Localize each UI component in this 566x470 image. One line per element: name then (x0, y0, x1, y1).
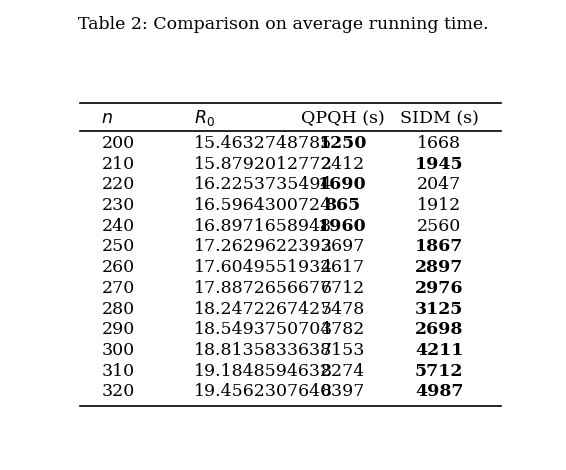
Text: 16.5964300724: 16.5964300724 (194, 197, 332, 214)
Text: 2698: 2698 (415, 321, 464, 338)
Text: 320: 320 (101, 384, 135, 400)
Text: 18.2472267427: 18.2472267427 (194, 300, 332, 318)
Text: 1912: 1912 (417, 197, 461, 214)
Text: 5478: 5478 (320, 300, 365, 318)
Text: 310: 310 (101, 363, 135, 380)
Text: 200: 200 (101, 135, 135, 152)
Text: 2976: 2976 (415, 280, 464, 297)
Text: 18.8135833638: 18.8135833638 (194, 342, 332, 359)
Text: 2047: 2047 (417, 176, 461, 193)
Text: Table 2: Comparison on average running time.: Table 2: Comparison on average running t… (78, 16, 488, 33)
Text: 280: 280 (101, 300, 135, 318)
Text: 16.2253735494: 16.2253735494 (194, 176, 332, 193)
Text: 300: 300 (101, 342, 135, 359)
Text: 19.4562307640: 19.4562307640 (194, 384, 332, 400)
Text: 19.1848594632: 19.1848594632 (194, 363, 332, 380)
Text: SIDM (s): SIDM (s) (400, 110, 479, 127)
Text: 865: 865 (324, 197, 361, 214)
Text: 270: 270 (101, 280, 135, 297)
Text: $R_0$: $R_0$ (194, 109, 215, 128)
Text: 6712: 6712 (320, 280, 365, 297)
Text: 220: 220 (101, 176, 135, 193)
Text: 260: 260 (101, 259, 135, 276)
Text: 210: 210 (101, 156, 135, 172)
Text: 290: 290 (101, 321, 135, 338)
Text: 15.4632748785: 15.4632748785 (194, 135, 332, 152)
Text: 4617: 4617 (321, 259, 365, 276)
Text: 8274: 8274 (320, 363, 365, 380)
Text: 5712: 5712 (415, 363, 464, 380)
Text: 3125: 3125 (415, 300, 464, 318)
Text: 4987: 4987 (415, 384, 464, 400)
Text: 17.8872656677: 17.8872656677 (194, 280, 332, 297)
Text: 1867: 1867 (415, 238, 464, 255)
Text: 240: 240 (101, 218, 135, 235)
Text: 7153: 7153 (320, 342, 365, 359)
Text: 16.8971658948: 16.8971658948 (194, 218, 332, 235)
Text: 1960: 1960 (318, 218, 367, 235)
Text: 8397: 8397 (320, 384, 365, 400)
Text: 230: 230 (101, 197, 135, 214)
Text: 2697: 2697 (320, 238, 365, 255)
Text: 2897: 2897 (415, 259, 464, 276)
Text: 18.5493750704: 18.5493750704 (194, 321, 332, 338)
Text: 4211: 4211 (415, 342, 464, 359)
Text: 1945: 1945 (415, 156, 464, 172)
Text: 250: 250 (101, 238, 135, 255)
Text: 2412: 2412 (320, 156, 365, 172)
Text: 1250: 1250 (319, 135, 367, 152)
Text: 17.6049551932: 17.6049551932 (194, 259, 332, 276)
Text: QPQH (s): QPQH (s) (301, 110, 384, 127)
Text: 1668: 1668 (417, 135, 461, 152)
Text: 1690: 1690 (318, 176, 367, 193)
Text: 3782: 3782 (320, 321, 365, 338)
Text: 2560: 2560 (417, 218, 461, 235)
Text: 17.2629622393: 17.2629622393 (194, 238, 332, 255)
Text: 15.8792012772: 15.8792012772 (194, 156, 332, 172)
Text: $n$: $n$ (101, 110, 113, 127)
